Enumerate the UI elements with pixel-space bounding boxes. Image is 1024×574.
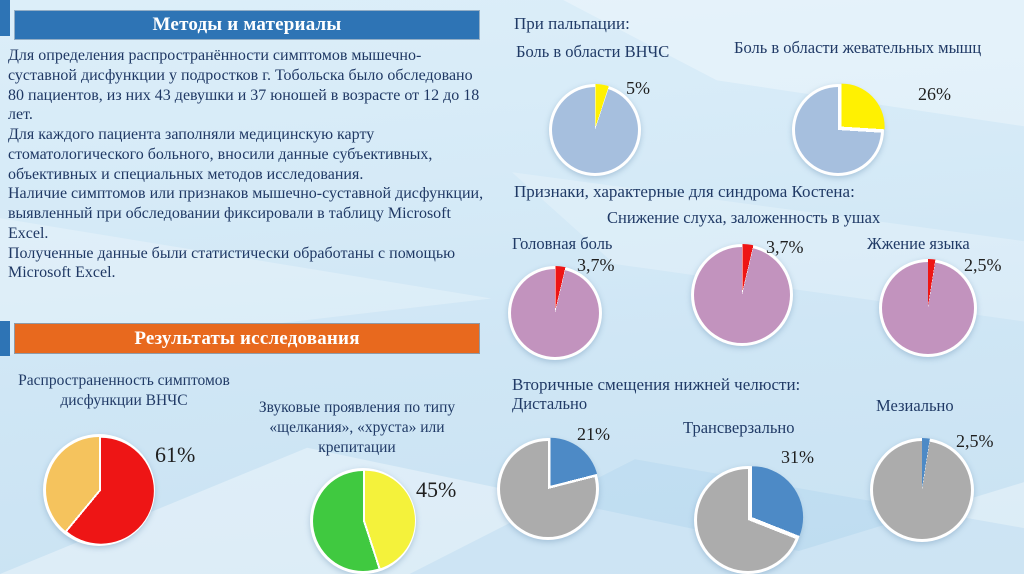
pie-value-label-pain-tmj: 5% [626, 78, 650, 98]
pie-chart-hearing-loss [691, 244, 793, 346]
pie-value-slice [701, 466, 804, 569]
palpation-heading: При пальпации: [514, 14, 630, 33]
pie-value-slice [882, 259, 975, 351]
methods-text-block: Для определения распространённости симпт… [8, 46, 484, 283]
pie-value-label-sound-signs: 45% [416, 477, 457, 502]
pie-value-slice [873, 438, 972, 536]
pie-chart-tongue-burning [879, 259, 977, 357]
kosten-heading: Признаки, характерные для синдрома Косте… [514, 182, 855, 201]
pie-title-transversal: Трансверзально [683, 418, 795, 437]
pie-value-slice [552, 84, 639, 170]
pie-value-slice [47, 437, 154, 544]
pie-title-mesial: Мезиально [876, 396, 954, 415]
pie-chart-headache [508, 266, 602, 360]
pie-value-label-pain-muscles: 26% [918, 84, 951, 104]
pie-value-label-headache: 3,7% [577, 255, 615, 275]
pie-title-hearing-loss: Снижение слуха, заложенность в ушах [607, 208, 881, 227]
results-title: Результаты исследования [134, 327, 360, 349]
methods-header-bar: Методы и материалы [14, 10, 480, 40]
pie-value-slice [798, 83, 885, 170]
pie-value-label-transversal: 31% [781, 447, 814, 467]
pie-chart-pain-muscles [792, 83, 885, 176]
methods-paragraph: Наличие симптомов или признаков мышечно-… [8, 185, 484, 242]
methods-title: Методы и материалы [152, 14, 342, 35]
results-header-bar: Результаты исследования [14, 323, 480, 354]
pie-value-label-distal: 21% [577, 424, 610, 444]
pie-chart-tmj-symptoms [43, 434, 155, 546]
pie-chart-transversal [694, 466, 804, 574]
pie-title-pain-tmj: Боль в области ВНЧС [516, 42, 670, 61]
pie-title-pain-muscles: Боль в области жевательных мышц [734, 38, 982, 57]
pie-value-slice [502, 437, 599, 534]
methods-paragraph: Для каждого пациента заполняли медицинск… [8, 126, 433, 183]
pie-value-label-mesial: 2,5% [956, 431, 994, 451]
methods-paragraph: Полученные данные были статистически обр… [8, 244, 456, 282]
displacement-heading: Вторичные смещения нижней челюсти: [512, 375, 801, 394]
pie-chart-sound-signs [310, 468, 416, 574]
pie-chart-pain-tmj [549, 84, 641, 176]
methods-paragraph: Для определения распространённости симпт… [8, 47, 480, 124]
pie-title-sound-signs: Звуковые проявления по типу «щелкания», … [258, 399, 456, 456]
pie-title-tongue-burning: Жжение языка [867, 234, 970, 253]
pie-chart-mesial [870, 438, 974, 542]
pie-title-distal: Дистально [512, 394, 588, 413]
pie-value-slice [694, 244, 791, 340]
pie-title-headache: Головная боль [512, 234, 613, 253]
left-accent-strip-mid [0, 321, 10, 356]
pie-title-tmj-symptoms: Распространенность симптомов дисфункции … [18, 372, 230, 409]
pie-value-label-tongue-burning: 2,5% [964, 255, 1002, 275]
pie-value-slice [511, 266, 600, 354]
pie-value-slice [315, 470, 415, 571]
pie-value-label-hearing-loss: 3,7% [766, 237, 804, 257]
left-accent-strip-top [0, 0, 10, 36]
pie-chart-distal [497, 437, 599, 540]
pie-value-label-tmj-symptoms: 61% [155, 442, 196, 467]
